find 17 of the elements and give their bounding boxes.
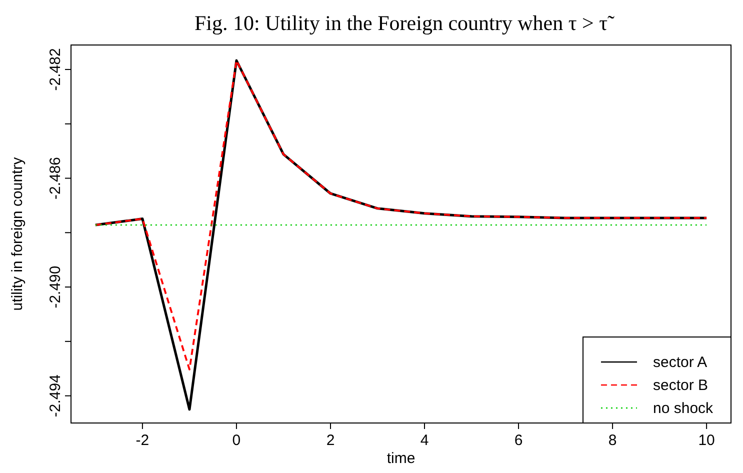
x-tick-label: 0 <box>232 432 241 449</box>
x-tick-label: 2 <box>326 432 335 449</box>
y-axis-title: utility in foreign country <box>9 156 26 311</box>
y-tick-label: -2.494 <box>47 374 64 418</box>
y-tick-label: -2.482 <box>47 48 64 91</box>
chart-title: Fig. 10: Utility in the Foreign country when τ > τ̃ <box>194 11 615 35</box>
x-axis-title: time <box>386 450 416 467</box>
x-tick-label: -2 <box>136 432 150 449</box>
x-tick-label: 4 <box>420 432 429 449</box>
x-tick-label: 6 <box>514 432 523 449</box>
legend-label: sector B <box>653 377 708 394</box>
y-tick-label: -2.490 <box>47 266 64 308</box>
x-tick-label: 10 <box>698 432 715 449</box>
y-tick-label: -2.486 <box>47 156 64 200</box>
x-tick-label: 8 <box>608 432 617 449</box>
legend-label: sector A <box>653 354 708 371</box>
legend-label: no shock <box>653 400 714 417</box>
